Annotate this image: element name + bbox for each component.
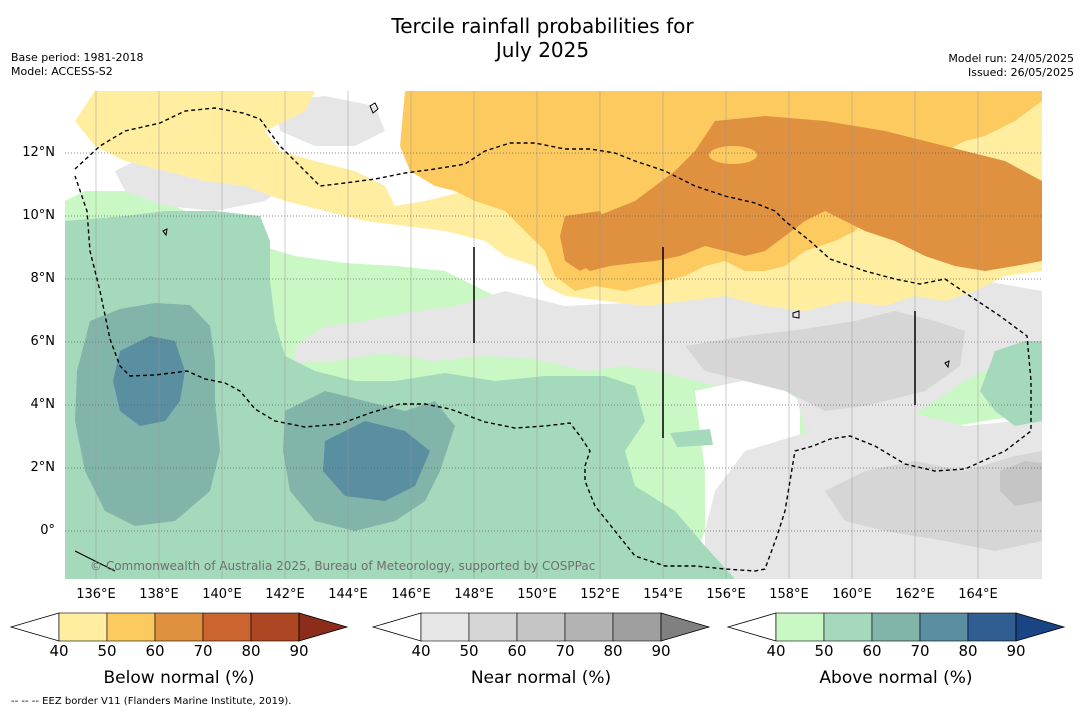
colorbar-segment bbox=[420, 612, 470, 642]
colorbar-segment bbox=[250, 612, 300, 642]
colorbar-extend-high bbox=[660, 612, 711, 642]
copyright-notice: © Commonwealth of Australia 2025, Bureau… bbox=[90, 559, 596, 573]
lon-label-142e: 142°E bbox=[265, 587, 305, 602]
lon-label-152e: 152°E bbox=[580, 587, 620, 602]
colorbar-extend-low bbox=[9, 612, 60, 642]
cb-below-tick-60: 60 bbox=[145, 642, 165, 660]
lat-label-0: 0° bbox=[40, 523, 55, 538]
colorbar-above-normal bbox=[726, 612, 1066, 642]
cb-near-tick-50: 50 bbox=[459, 642, 479, 660]
cb-above-tick-90: 90 bbox=[1006, 642, 1026, 660]
colorbar-segment bbox=[516, 612, 566, 642]
cb-above-tick-50: 50 bbox=[814, 642, 834, 660]
lon-label-146e: 146°E bbox=[391, 587, 431, 602]
lon-label-140e: 140°E bbox=[202, 587, 242, 602]
lon-label-138e: 138°E bbox=[139, 587, 179, 602]
lat-label-8n: 8°N bbox=[30, 271, 56, 286]
eez-border bbox=[74, 107, 1032, 572]
eez-footnote: -- -- -- EEZ border V11 (Flanders Marine… bbox=[11, 696, 292, 707]
cb-below-tick-70: 70 bbox=[193, 642, 213, 660]
island-outlines bbox=[74, 102, 950, 572]
lat-label-6n: 6°N bbox=[30, 334, 56, 349]
model-run: Model run: 24/05/2025 bbox=[948, 52, 1074, 65]
colorbar-segment bbox=[58, 612, 108, 642]
title-line-2: July 2025 bbox=[495, 38, 590, 62]
cb-above-tick-60: 60 bbox=[862, 642, 882, 660]
cb-below-tick-50: 50 bbox=[97, 642, 117, 660]
lon-label-160e: 160°E bbox=[832, 587, 872, 602]
below-normal-zone-60b bbox=[560, 211, 610, 271]
lon-label-156e: 156°E bbox=[706, 587, 746, 602]
lat-label-2n: 2°N bbox=[30, 460, 56, 475]
colorbar-extend-high bbox=[298, 612, 349, 642]
colorbar-segment bbox=[154, 612, 204, 642]
lon-label-164e: 164°E bbox=[958, 587, 998, 602]
colorbar-extend-low bbox=[371, 612, 422, 642]
above-normal-zone-70b bbox=[323, 421, 430, 501]
meta-left: Base period: 1981-2018 Model: ACCESS-S2 bbox=[11, 51, 143, 79]
colorbar-segment bbox=[871, 612, 921, 642]
colorbar-title-above: Above normal (%) bbox=[819, 668, 973, 688]
colorbar-title-below: Below normal (%) bbox=[103, 668, 255, 688]
map-title: Tercile rainfall probabilities for July … bbox=[0, 14, 1085, 62]
base-period: Base period: 1981-2018 bbox=[11, 51, 144, 64]
cb-above-tick-40: 40 bbox=[766, 642, 786, 660]
cb-above-tick-70: 70 bbox=[910, 642, 930, 660]
near-normal-zone-far-east bbox=[1000, 461, 1042, 506]
cb-near-tick-60: 60 bbox=[507, 642, 527, 660]
cb-near-tick-40: 40 bbox=[411, 642, 431, 660]
lat-label-4n: 4°N bbox=[30, 397, 56, 412]
lon-label-148e: 148°E bbox=[454, 587, 494, 602]
issued-date: Issued: 26/05/2025 bbox=[967, 66, 1074, 79]
above-normal-zone-50-mid bbox=[670, 429, 713, 447]
lon-label-144e: 144°E bbox=[328, 587, 368, 602]
cb-below-tick-40: 40 bbox=[49, 642, 69, 660]
lon-label-136e: 136°E bbox=[76, 587, 116, 602]
colorbar-container bbox=[9, 612, 1066, 642]
map-gridlines bbox=[65, 152, 1042, 532]
above-normal-zone-50 bbox=[65, 211, 735, 579]
lon-label-158e: 158°E bbox=[769, 587, 809, 602]
colorbar-segment bbox=[919, 612, 969, 642]
model-name: Model: ACCESS-S2 bbox=[11, 65, 113, 78]
near-normal-zone-east-dark bbox=[825, 451, 1042, 551]
cb-above-tick-80: 80 bbox=[958, 642, 978, 660]
lat-label-12n: 12°N bbox=[22, 145, 55, 160]
lat-label-10n: 10°N bbox=[22, 208, 55, 223]
data-lines bbox=[473, 247, 916, 438]
cb-near-tick-70: 70 bbox=[555, 642, 575, 660]
lon-label-150e: 150°E bbox=[517, 587, 557, 602]
colorbar-segment bbox=[468, 612, 518, 642]
colorbar-segment bbox=[612, 612, 662, 642]
colorbar-segment bbox=[564, 612, 614, 642]
probability-map bbox=[65, 91, 1042, 579]
colorbar-segment bbox=[823, 612, 873, 642]
colorbar-title-near: Near normal (%) bbox=[470, 668, 612, 688]
colorbar-segment bbox=[775, 612, 825, 642]
colorbar-segment bbox=[202, 612, 252, 642]
lon-label-162e: 162°E bbox=[895, 587, 935, 602]
colorbar-extend-low bbox=[726, 612, 777, 642]
lon-label-154e: 154°E bbox=[643, 587, 683, 602]
meta-right: Model run: 24/05/2025 Issued: 26/05/2025 bbox=[948, 52, 1074, 80]
colorbar-segment bbox=[967, 612, 1017, 642]
below-normal-blob bbox=[709, 146, 757, 164]
title-line-1: Tercile rainfall probabilities for bbox=[391, 14, 694, 38]
cb-below-tick-90: 90 bbox=[289, 642, 309, 660]
colorbar-below-normal bbox=[9, 612, 349, 642]
cb-near-tick-80: 80 bbox=[603, 642, 623, 660]
colorbar-segment bbox=[106, 612, 156, 642]
colorbar-near-normal bbox=[371, 612, 711, 642]
colorbar-extend-high bbox=[1015, 612, 1066, 642]
cb-below-tick-80: 80 bbox=[241, 642, 261, 660]
above-normal-zone-70 bbox=[113, 336, 185, 426]
cb-near-tick-90: 90 bbox=[651, 642, 671, 660]
below-normal-zone-60 bbox=[565, 116, 1042, 271]
near-normal-zone-mid bbox=[685, 311, 965, 411]
